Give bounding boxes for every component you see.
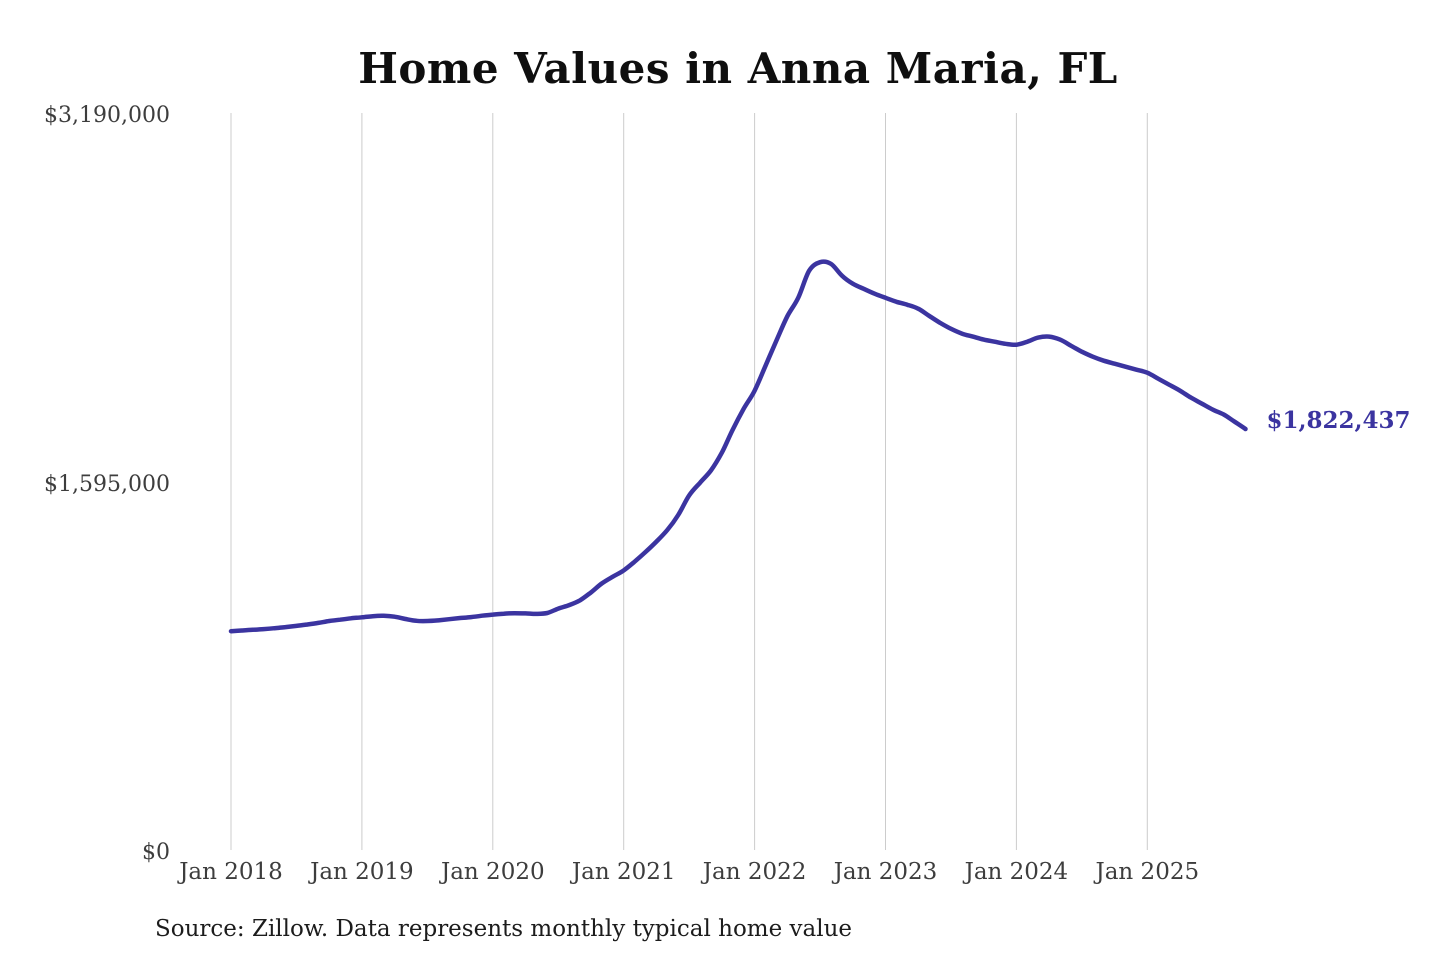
home-value-line [228,259,1248,634]
y-tick-label: $1,595,000 [44,471,170,497]
x-tick-label: Jan 2025 [1095,859,1200,885]
chart-title: Home Values in Anna Maria, FL [358,44,1118,93]
y-tick-label: $0 [142,840,170,865]
y-tick-label: $3,190,000 [44,103,170,128]
x-tick-label: Jan 2023 [833,859,938,885]
source-note: Source: Zillow. Data represents monthly … [155,916,853,942]
x-tick-label: Jan 2021 [571,859,676,885]
x-tick-label: Jan 2022 [702,859,807,885]
current-value-label: $1,822,437 [1266,406,1411,434]
x-tick-label: Jan 2020 [441,859,545,885]
x-tick-label: Jan 2018 [179,859,283,885]
x-tick-label: Jan 2024 [964,859,1069,885]
x-tick-label: Jan 2019 [310,859,414,885]
